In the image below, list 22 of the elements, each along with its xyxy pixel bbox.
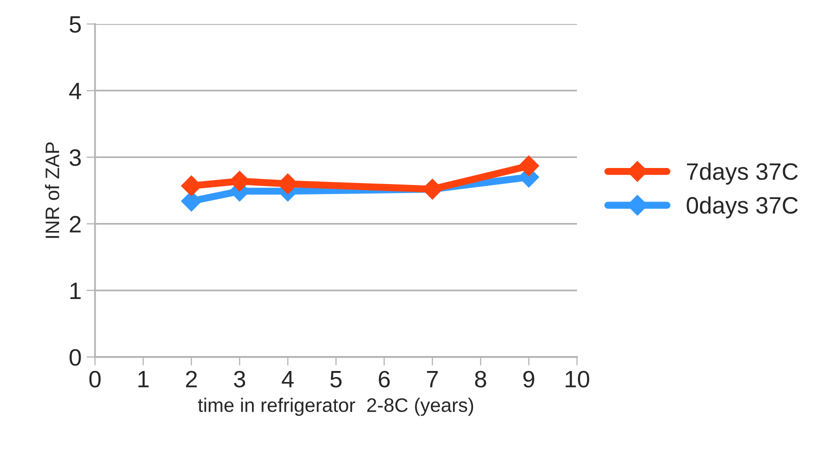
y-tick-label: 5	[70, 16, 81, 33]
x-tick-label: 8	[475, 370, 486, 388]
x-tick-label: 7	[427, 371, 438, 388]
x-tick-label: 10	[566, 370, 590, 388]
x-tick-label: 4	[282, 371, 294, 388]
y-tick-label: 3	[70, 149, 81, 166]
x-tick-label: 6	[378, 370, 390, 388]
legend-label: 7days 37C	[687, 162, 798, 185]
y-tick-label: 1	[70, 282, 81, 299]
y-axis-title: INR of ZAP	[45, 142, 60, 238]
x-tick-label: 0	[89, 370, 101, 388]
y-tick-label: 0	[70, 349, 81, 366]
x-tick-label: 1	[138, 371, 149, 388]
x-tick-label: 5	[330, 371, 342, 388]
x-axis-title: time in refrigerator 2-8C (years)	[198, 398, 474, 416]
y-tick-label: 4	[69, 82, 82, 100]
point	[518, 156, 540, 176]
x-tick-label: 2	[186, 370, 197, 388]
x-tick-label: 9	[523, 370, 534, 388]
legend-label: 0days 37C	[686, 196, 798, 218]
y-tick-label: 2	[70, 216, 81, 232]
x-tick-label: 3	[234, 370, 246, 388]
